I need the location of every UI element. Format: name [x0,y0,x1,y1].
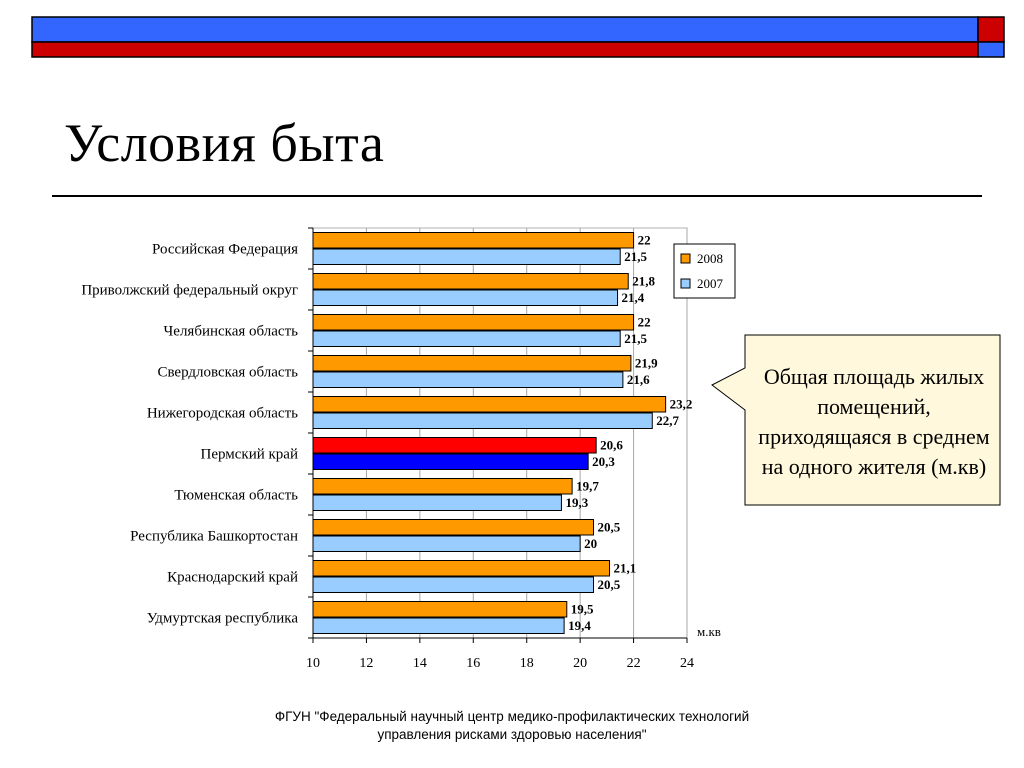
bar-2007 [312,576,594,593]
blue-stripe [31,16,979,43]
axes: 10 12 14 16 18 20 22 24 м.кв [306,227,721,671]
bar-2007 [312,494,562,511]
category-label: Краснодарский край [167,570,298,586]
data-label: 19,4 [568,618,591,633]
bar-2007 [312,412,653,429]
data-label: 20 [584,536,597,551]
callout-text: Общая площадь жилых помещений, приходяща… [758,364,990,479]
x-tick-label: 16 [466,656,480,671]
footer-line-1: ФГУН "Федеральный научный центр медико-п… [274,709,750,724]
red-square [977,16,1005,43]
bar-2008 [312,232,635,249]
data-label: 22 [638,233,651,248]
bar-2008 [312,355,632,372]
x-tick-label: 12 [359,656,373,671]
bar-2007 [312,535,581,552]
data-label: 22 [638,315,651,330]
bar-2008 [312,478,573,495]
data-label: 21,5 [624,331,647,346]
legend-label: 2008 [697,251,723,266]
data-label: 21,4 [622,290,645,305]
blue-square [977,41,1005,58]
x-tick-label: 18 [520,656,534,671]
title-decoration-bar [31,16,1005,58]
bar-2007 [312,453,589,470]
data-label: 19,7 [576,479,599,494]
page-title: Условия быта [64,113,385,173]
title-divider [52,195,982,197]
data-label: 19,5 [571,602,594,617]
data-label: 21,1 [614,561,637,576]
data-label: 21,8 [632,274,655,289]
category-labels: Российская Федерация Приволжский федераль… [81,242,298,627]
legend: 2008 2007 [673,243,736,299]
footer: ФГУН "Федеральный научный центр медико-п… [212,708,812,744]
red-stripe [31,41,979,58]
category-label: Свердловская область [157,365,298,381]
bar-2007 [312,330,621,347]
data-label: 20,5 [598,520,621,535]
data-label: 20,6 [600,438,623,453]
category-label: Российская Федерация [152,242,298,258]
data-label: 21,9 [635,356,658,371]
bar-2007 [312,617,565,634]
bar-2008 [312,396,667,413]
bar-2008 [312,437,597,454]
bar-2008 [312,560,611,577]
callout-box [711,334,1001,506]
data-label: 21,5 [624,249,647,264]
x-tick-label: 22 [627,656,641,671]
data-label: 20,3 [592,454,615,469]
legend-box [673,243,736,299]
bar-2008 [312,314,635,331]
bar-2008 [312,519,594,536]
legend-label: 2007 [697,276,724,291]
bar-chart: 2221,521,821,42221,521,921,623,222,720,6… [81,227,736,671]
category-label: Тюменская область [174,488,298,504]
bar-2008 [312,601,568,618]
bar-2007 [312,371,624,388]
category-label: Челябинская область [164,324,299,340]
data-label: 20,5 [598,577,621,592]
legend-swatch-2007 [680,278,691,289]
category-label: Нижегородская область [147,406,298,422]
bar-2007 [312,248,621,265]
category-label: Удмуртская республика [147,611,299,627]
category-label: Республика Башкортостан [130,529,298,545]
data-label: 22,7 [656,413,679,428]
unit-label: м.кв [697,624,721,639]
x-tick-label: 20 [573,656,587,671]
data-label: 23,2 [670,397,693,412]
x-tick-label: 14 [413,656,427,671]
data-label: 21,6 [627,372,650,387]
legend-swatch-2008 [680,253,691,264]
x-tick-label: 24 [680,656,694,671]
bar-2008 [312,273,629,290]
category-label: Пермский край [201,447,298,463]
bars: 2221,521,821,42221,521,921,623,222,720,6… [312,232,693,634]
footer-line-2: управления рисками здоровью населения" [377,727,647,742]
data-label: 19,3 [565,495,588,510]
x-tick-label: 10 [306,656,320,671]
callout-shape [711,334,1001,506]
category-label: Приволжский федеральный округ [81,283,298,299]
bar-2007 [312,289,619,306]
